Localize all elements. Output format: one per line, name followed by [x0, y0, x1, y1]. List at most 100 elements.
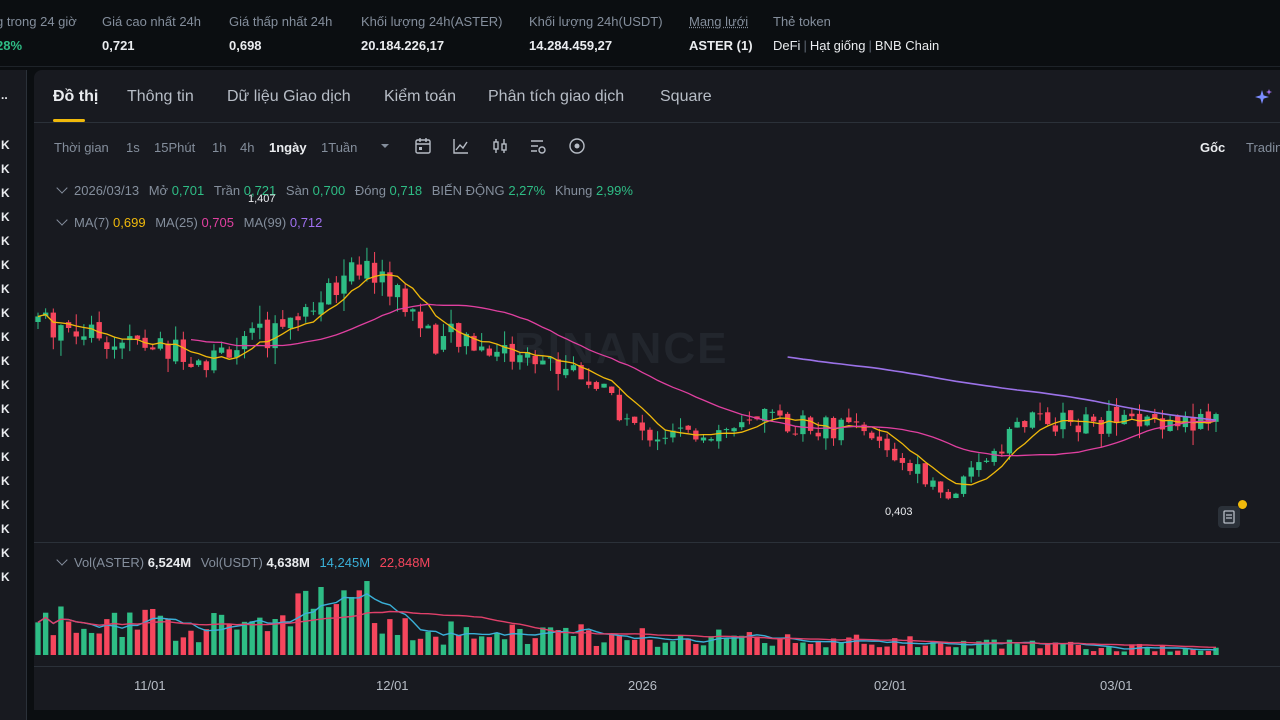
candle-body — [1136, 413, 1143, 427]
candle-body — [815, 432, 821, 437]
candle-body — [1098, 419, 1104, 434]
interval-1h[interactable]: 1h — [212, 140, 227, 155]
stat-network[interactable]: Mạng lưới ASTER (1) — [689, 14, 753, 53]
volume-bar — [960, 640, 967, 655]
volume-bar — [471, 638, 477, 655]
volume-bar — [922, 645, 929, 655]
candle-body — [532, 355, 538, 365]
chart-settings-icon[interactable] — [528, 136, 548, 156]
volume-bar — [555, 630, 561, 655]
tab-trading-analysis[interactable]: Phân tích giao dịch — [488, 88, 625, 105]
candle-body — [723, 429, 730, 431]
volume-bar — [165, 619, 171, 655]
collapse-chevron-icon — [56, 182, 68, 194]
candle-body — [448, 323, 454, 333]
volume-legend: Vol(ASTER) 6,524M Vol(USDT) 4,638M 14,24… — [54, 554, 430, 570]
tab-chart[interactable]: Đồ thị — [53, 88, 99, 122]
chevron-down-icon[interactable] — [375, 136, 395, 156]
strip-label: K — [1, 138, 10, 152]
volume-bar — [325, 607, 332, 655]
chart-mode-tradingview[interactable]: Tradin — [1246, 140, 1280, 155]
volume-bar — [846, 637, 852, 655]
volume-bar — [295, 593, 301, 655]
candle-body — [417, 311, 424, 329]
candle-body — [188, 363, 194, 367]
ohlc-high: 0,721 — [243, 183, 277, 198]
candle-body — [356, 264, 362, 276]
volume-bar — [616, 635, 623, 655]
volume-bar — [861, 643, 867, 655]
candle-body — [547, 357, 554, 359]
candle-body — [127, 336, 133, 341]
stat-value[interactable]: ASTER (1) — [689, 38, 753, 53]
interval-15m[interactable]: 15Phút — [154, 140, 196, 155]
tab-audit[interactable]: Kiểm toán — [384, 88, 457, 105]
interval-1w[interactable]: 1Tuần — [321, 140, 358, 155]
volume-bar — [111, 612, 118, 655]
candle-body — [364, 260, 370, 279]
ma7-value: 0,699 — [113, 215, 146, 230]
tab-info[interactable]: Thông tin — [127, 88, 194, 105]
candle-body — [150, 347, 156, 350]
volume-bar — [501, 639, 508, 655]
volume-bar — [509, 624, 515, 655]
strip-label: K — [1, 330, 10, 344]
notes-button[interactable] — [1218, 506, 1240, 528]
candle-body — [593, 382, 600, 389]
candle-body — [914, 464, 921, 474]
candle-body — [73, 331, 79, 337]
volume-bar — [280, 615, 286, 655]
collapse-chevron-icon — [56, 214, 68, 226]
token-tag-bnb-chain[interactable]: BNB Chain — [874, 38, 940, 53]
volume-bar — [570, 635, 577, 655]
candle-body — [1175, 416, 1181, 427]
candle-body — [272, 323, 278, 349]
interval-1s[interactable]: 1s — [126, 140, 140, 155]
volume-bar — [287, 626, 294, 655]
stat-24h-volume-usdt: Khối lượng 24h(USDT) 14.284.459,27 — [529, 14, 663, 53]
volume-bar — [433, 636, 439, 655]
volume-bar — [586, 630, 592, 655]
strip-label: K — [1, 426, 10, 440]
calendar-icon[interactable] — [413, 136, 433, 156]
candle-body — [96, 322, 102, 339]
target-settings-icon[interactable] — [567, 136, 587, 156]
volume-bar — [784, 634, 791, 655]
ohlc-range-label: Khung — [554, 183, 593, 198]
interval-4h[interactable]: 4h — [240, 140, 255, 155]
strip-label: K — [1, 402, 10, 416]
volume-bar — [1198, 650, 1204, 655]
volume-bar — [524, 643, 531, 655]
strip-label: K — [1, 378, 10, 392]
volume-bar — [1060, 643, 1066, 655]
line-indicator-icon[interactable] — [451, 136, 471, 156]
strip-label: K — [1, 354, 10, 368]
candlestick-type-icon[interactable] — [490, 136, 510, 156]
tab-square[interactable]: Square — [660, 88, 712, 105]
interval-1d[interactable]: 1ngày — [269, 140, 307, 155]
stat-value: 20.184.226,17 — [361, 38, 445, 53]
pane-divider[interactable] — [34, 542, 1280, 543]
volume-bar — [226, 623, 232, 655]
candle-body — [861, 424, 867, 432]
volume-bar — [892, 638, 898, 655]
tab-trading-data[interactable]: Dữ liệu Giao dịch — [227, 88, 351, 105]
token-tag-seed[interactable]: Hạt giống — [809, 38, 866, 53]
candle-body — [1029, 412, 1036, 428]
volume-bar — [241, 621, 248, 655]
candle-body — [104, 342, 110, 350]
chart-tabs: Đồ thị Thông tin Dữ liệu Giao dịch Kiểm … — [34, 70, 1280, 123]
candle-body — [218, 347, 225, 353]
price-chart[interactable] — [34, 70, 1280, 710]
volume-bar — [1159, 645, 1166, 655]
candle-body — [937, 481, 944, 493]
volume-bar — [1129, 644, 1135, 655]
ma99-label: MA(99) — [243, 215, 287, 230]
token-tag-defi[interactable]: DeFi — [773, 38, 801, 53]
candle-body — [784, 413, 791, 432]
ai-sparkle-icon[interactable] — [1254, 88, 1274, 108]
stat-label: Giá cao nhất 24h — [102, 14, 202, 29]
volume-bar — [593, 645, 600, 655]
chart-mode-original[interactable]: Gốc — [1200, 140, 1226, 155]
candle-body — [1006, 428, 1013, 454]
